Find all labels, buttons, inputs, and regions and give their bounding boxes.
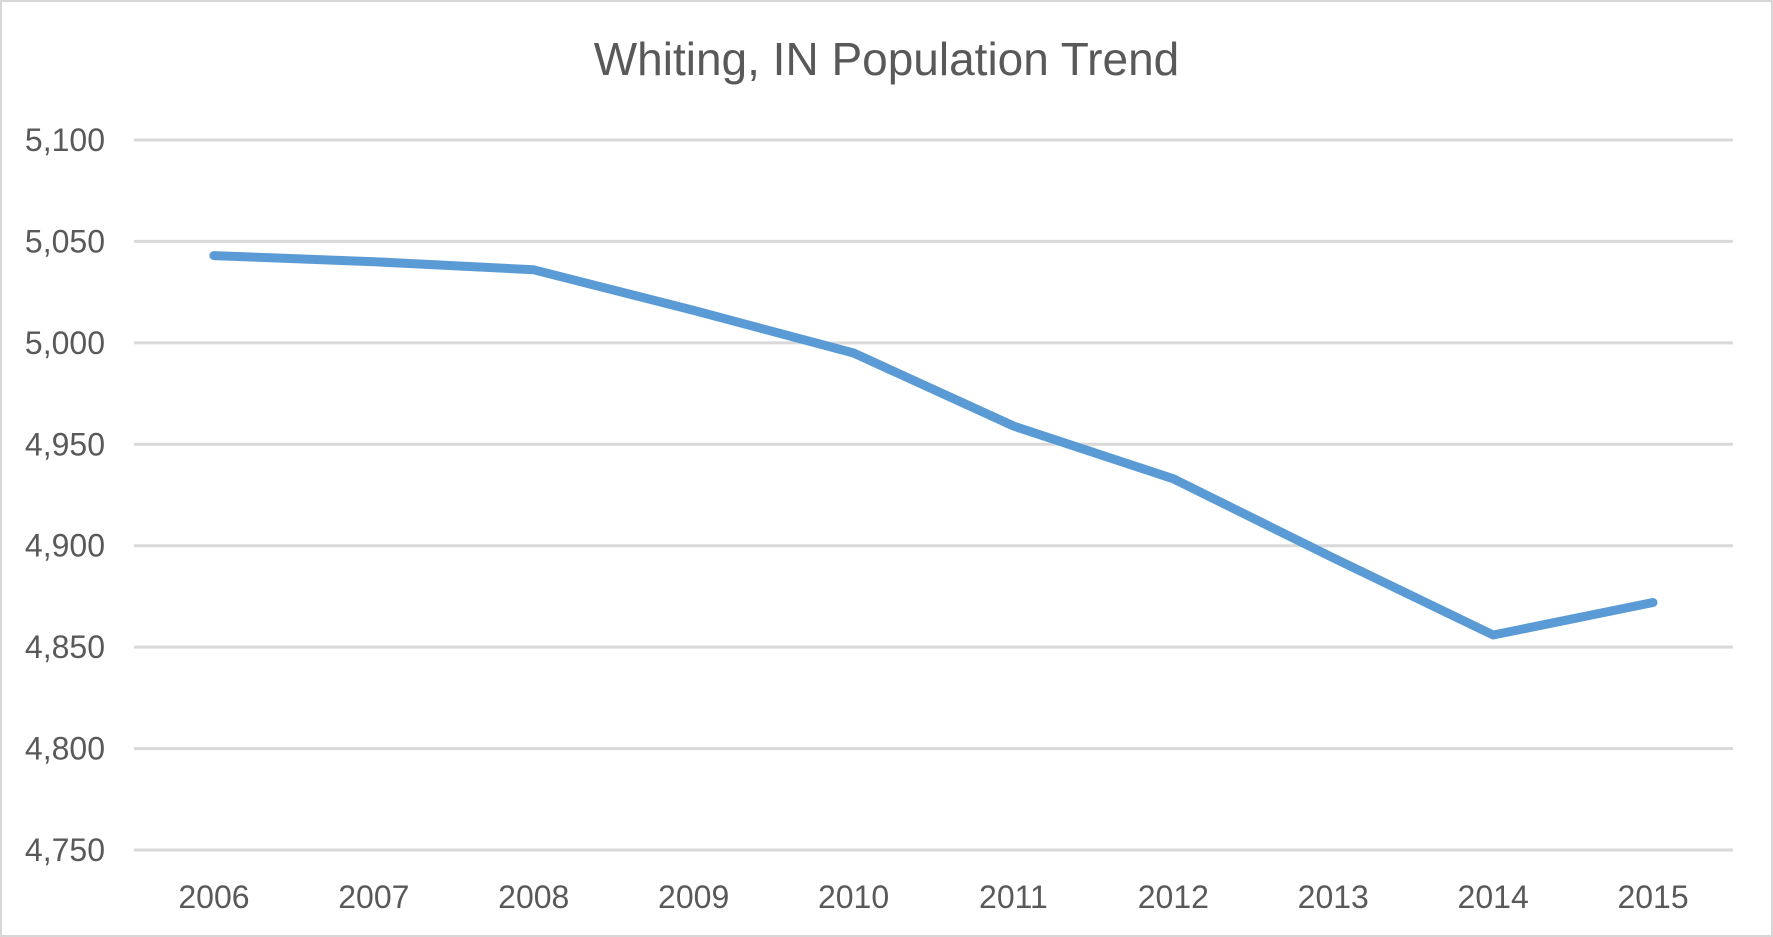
x-axis-tick-label: 2006 bbox=[178, 879, 249, 915]
y-axis-tick-label: 5,000 bbox=[25, 325, 105, 361]
chart-title: Whiting, IN Population Trend bbox=[593, 33, 1180, 85]
y-axis-tick-label: 4,800 bbox=[25, 731, 105, 767]
x-axis-tick-label: 2011 bbox=[979, 879, 1048, 915]
y-axis-tick-label: 4,900 bbox=[25, 528, 105, 564]
x-axis-tick-label: 2014 bbox=[1458, 879, 1529, 915]
y-axis-tick-label: 5,100 bbox=[25, 122, 105, 158]
x-axis-tick-label: 2010 bbox=[818, 879, 889, 915]
population-line-series bbox=[209, 251, 1658, 640]
x-axis-tick-label: 2008 bbox=[498, 879, 569, 915]
x-axis-tick-label: 2007 bbox=[338, 879, 409, 915]
y-axis-tick-label: 4,850 bbox=[25, 629, 105, 665]
x-axis-tick-label: 2012 bbox=[1138, 879, 1209, 915]
y-axis-tick-label: 4,750 bbox=[25, 832, 105, 868]
y-axis-tick-label: 5,050 bbox=[25, 223, 105, 259]
x-axis-tick-label: 2013 bbox=[1298, 879, 1369, 915]
x-axis-tick-label: 2015 bbox=[1617, 879, 1688, 915]
y-axis-tick-label: 4,950 bbox=[25, 426, 105, 462]
x-axis-tick-label: 2009 bbox=[658, 879, 729, 915]
